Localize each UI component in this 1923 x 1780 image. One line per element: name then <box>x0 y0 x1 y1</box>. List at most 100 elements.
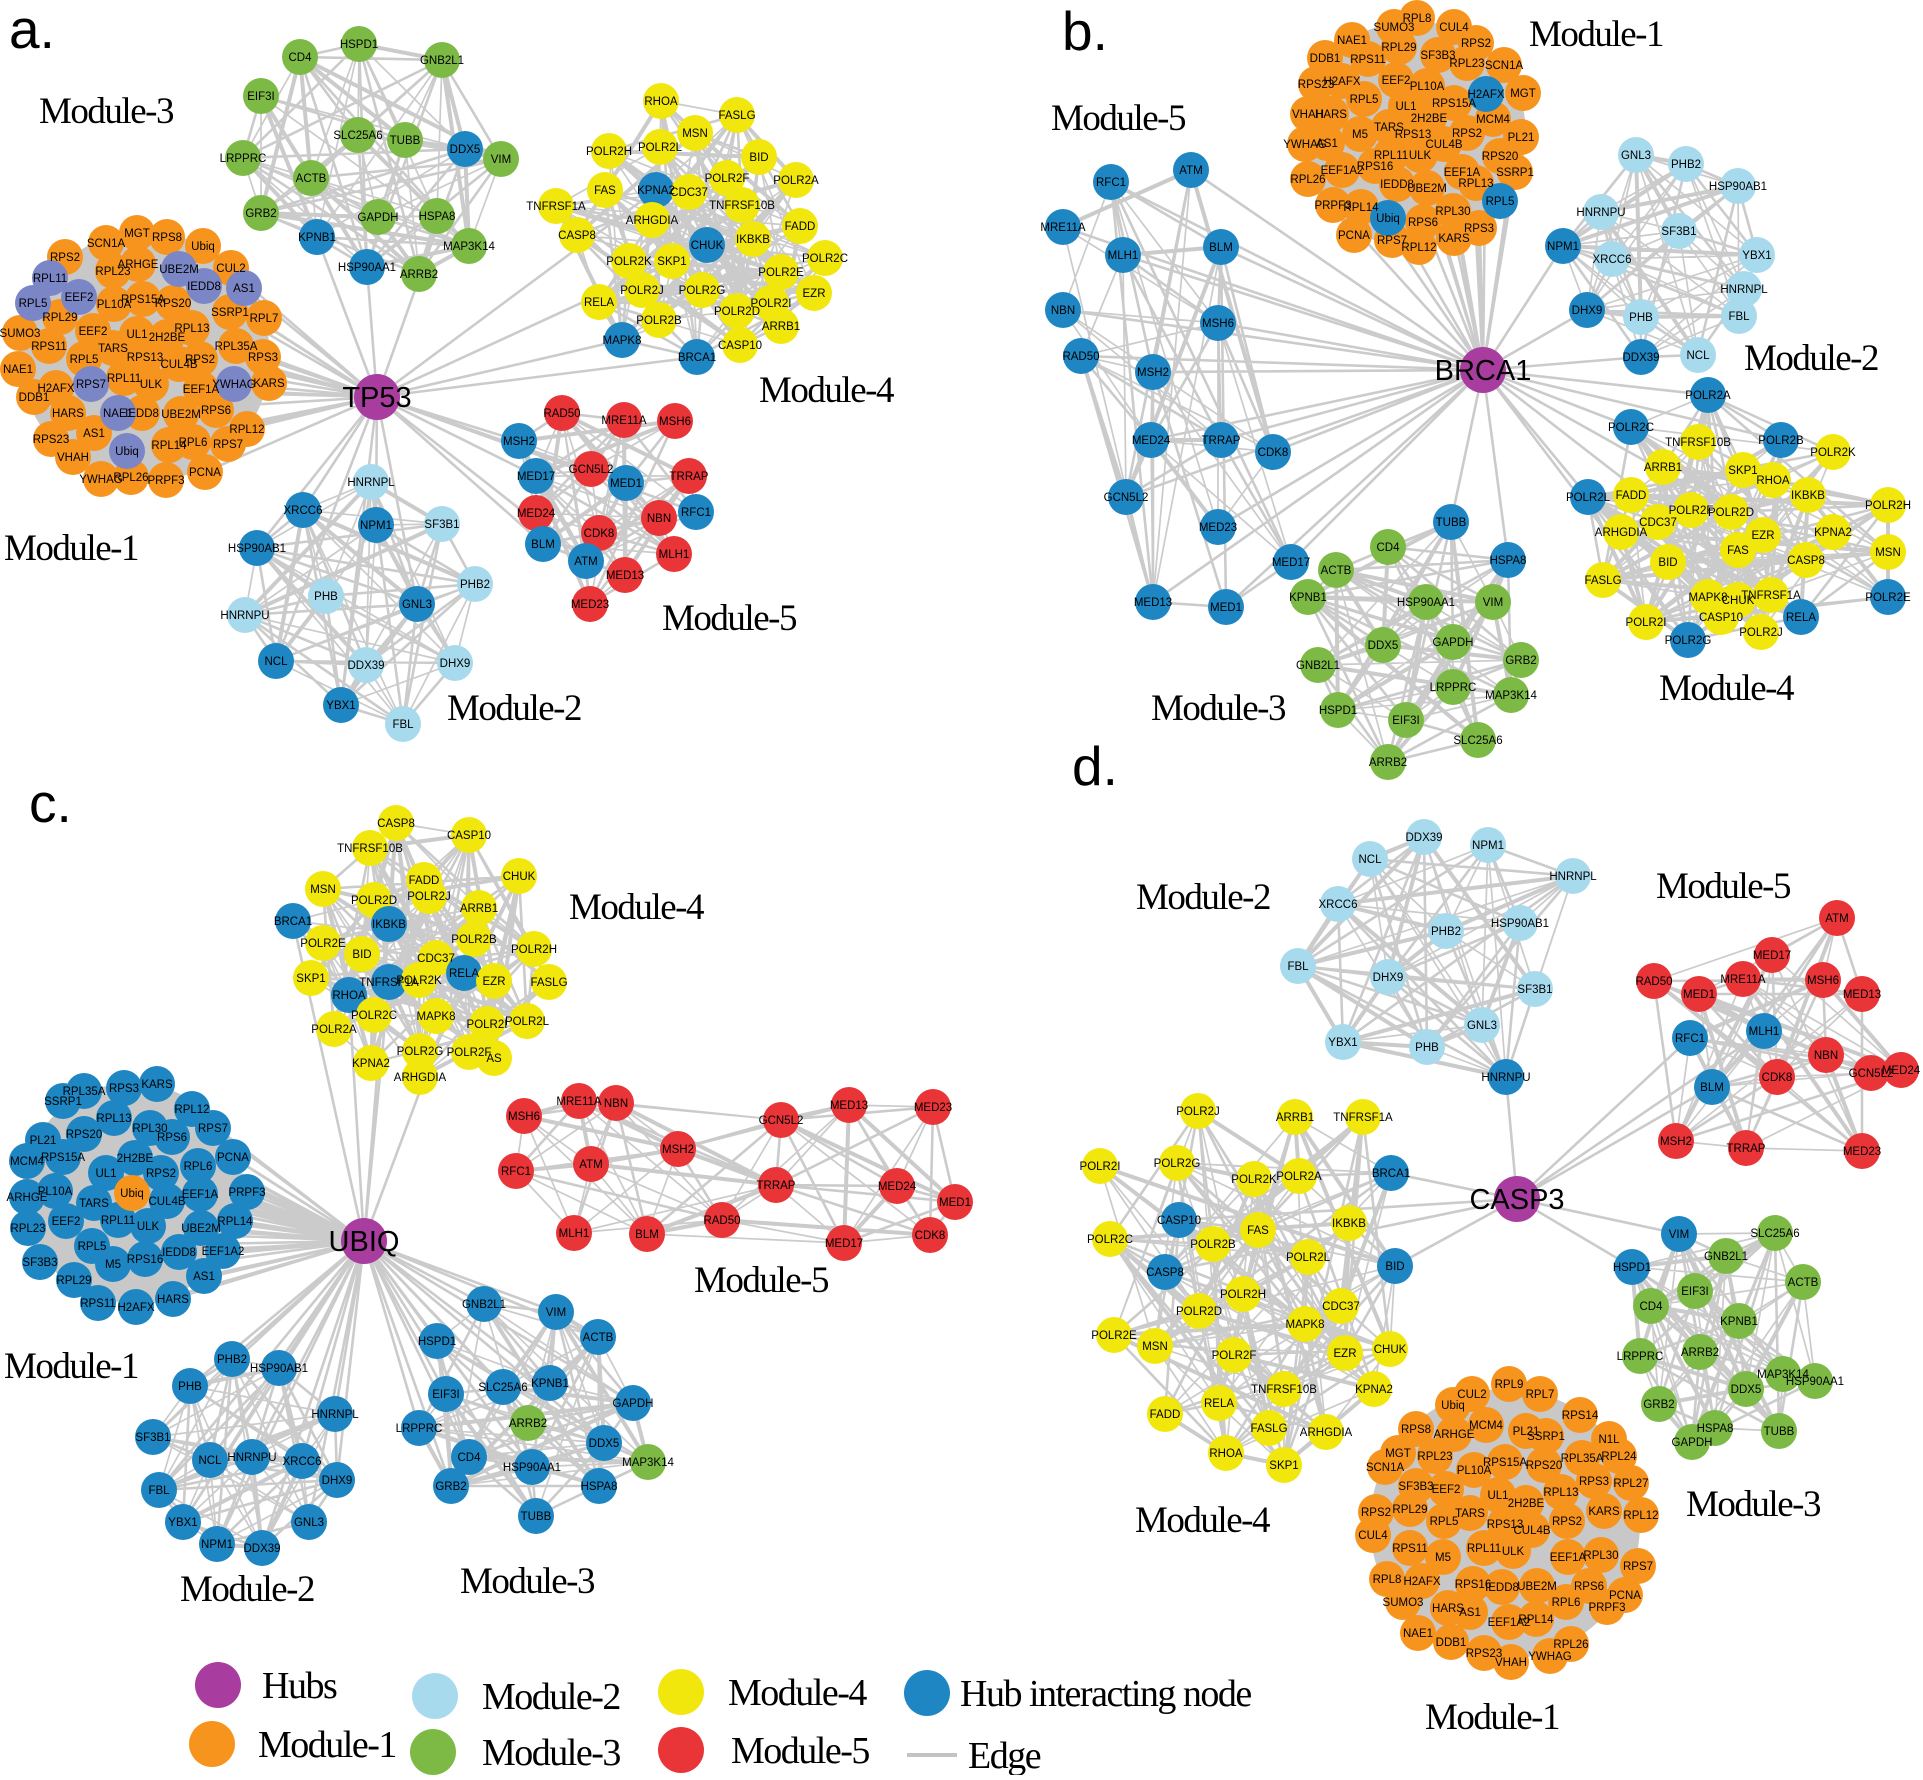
svg-text:2H2BE: 2H2BE <box>1411 113 1448 125</box>
svg-text:BID: BID <box>1658 557 1677 569</box>
svg-text:RPL29: RPL29 <box>1392 1504 1427 1516</box>
svg-text:MED13: MED13 <box>606 570 644 582</box>
svg-text:H2AFX: H2AFX <box>1323 76 1360 88</box>
svg-text:NAE1: NAE1 <box>103 408 133 420</box>
svg-text:FBL: FBL <box>148 1485 170 1497</box>
svg-text:EEF1A: EEF1A <box>183 384 220 396</box>
svg-text:MED17: MED17 <box>517 471 555 483</box>
svg-text:CASP8: CASP8 <box>1146 1267 1184 1279</box>
svg-text:CHUK: CHUK <box>1374 1344 1407 1356</box>
svg-text:RPL7: RPL7 <box>1526 1389 1555 1401</box>
svg-text:Module-5: Module-5 <box>731 1730 869 1772</box>
svg-text:SLC25A6: SLC25A6 <box>1453 735 1502 747</box>
svg-text:POLR2I: POLR2I <box>1626 617 1667 629</box>
svg-text:RPS13: RPS13 <box>1487 1519 1523 1531</box>
svg-text:TP53: TP53 <box>342 382 411 414</box>
svg-text:AS1: AS1 <box>83 428 105 440</box>
svg-text:RPS7: RPS7 <box>1623 1561 1653 1573</box>
svg-text:PL10A: PL10A <box>97 299 132 311</box>
svg-text:GNB2L1: GNB2L1 <box>1704 1251 1748 1263</box>
svg-text:EIF3I: EIF3I <box>432 1389 459 1401</box>
svg-text:RPS2: RPS2 <box>1461 38 1491 50</box>
svg-text:GCN5L2: GCN5L2 <box>1849 1068 1894 1080</box>
svg-text:DDX39: DDX39 <box>1622 352 1659 364</box>
svg-text:Module-1: Module-1 <box>258 1724 396 1766</box>
svg-text:ATM: ATM <box>1825 913 1848 925</box>
svg-text:RPL14: RPL14 <box>1343 202 1379 214</box>
svg-text:YWHAG: YWHAG <box>212 379 256 391</box>
svg-text:CASP8: CASP8 <box>377 818 415 830</box>
svg-text:NCL: NCL <box>1358 854 1382 866</box>
svg-text:PHB2: PHB2 <box>460 579 490 591</box>
svg-text:RPS20: RPS20 <box>66 1129 102 1141</box>
svg-text:Module-1: Module-1 <box>4 1346 138 1387</box>
svg-text:DDX5: DDX5 <box>450 144 481 156</box>
svg-text:DHX9: DHX9 <box>1572 305 1603 317</box>
svg-text:RPL6: RPL6 <box>1552 1597 1581 1609</box>
svg-text:RPS2: RPS2 <box>1552 1516 1582 1528</box>
svg-text:YBX1: YBX1 <box>326 700 355 712</box>
svg-text:VHAH: VHAH <box>57 452 89 464</box>
svg-text:ARRB2: ARRB2 <box>1681 1347 1719 1359</box>
svg-text:ULK: ULK <box>1502 1546 1525 1558</box>
svg-text:Module-5: Module-5 <box>662 598 797 639</box>
svg-text:POLR2C: POLR2C <box>1608 422 1654 434</box>
svg-text:MAP3K14: MAP3K14 <box>1485 690 1537 702</box>
svg-text:IEDD8: IEDD8 <box>1485 1582 1519 1594</box>
svg-text:UBE2M: UBE2M <box>181 1223 221 1235</box>
svg-text:KARS: KARS <box>1438 233 1470 245</box>
svg-text:UL1: UL1 <box>1487 1490 1508 1502</box>
svg-text:RPS7: RPS7 <box>198 1123 228 1135</box>
svg-text:BLM: BLM <box>635 1229 659 1241</box>
svg-text:FADD: FADD <box>785 221 816 233</box>
svg-text:UBE2M: UBE2M <box>161 409 201 421</box>
svg-text:RPS11: RPS11 <box>1350 54 1386 66</box>
svg-text:MSN: MSN <box>1875 547 1901 559</box>
svg-text:EEF1A: EEF1A <box>1550 1552 1587 1564</box>
svg-text:VIM: VIM <box>491 154 511 166</box>
svg-text:RAD50: RAD50 <box>703 1215 740 1227</box>
svg-text:GNB2L1: GNB2L1 <box>462 1299 506 1311</box>
svg-text:POLR2I: POLR2I <box>467 1019 508 1031</box>
svg-text:TNFRSF1A: TNFRSF1A <box>359 977 419 989</box>
svg-text:PCNA: PCNA <box>217 1152 249 1164</box>
svg-text:HNRNPL: HNRNPL <box>1549 871 1597 883</box>
svg-text:NAE1: NAE1 <box>1403 1628 1433 1640</box>
svg-text:HNRNPU: HNRNPU <box>220 610 269 622</box>
svg-text:RPS13: RPS13 <box>127 352 163 364</box>
svg-text:CDK8: CDK8 <box>1762 1072 1793 1084</box>
svg-text:RPL27: RPL27 <box>1613 1478 1648 1490</box>
svg-text:CDC37: CDC37 <box>1639 517 1677 529</box>
svg-text:HSPA8: HSPA8 <box>419 211 456 223</box>
svg-text:RPS16: RPS16 <box>127 1254 163 1266</box>
svg-text:TARS: TARS <box>1374 122 1404 134</box>
svg-text:KPNB1: KPNB1 <box>298 232 336 244</box>
svg-text:GNL3: GNL3 <box>1467 1020 1497 1032</box>
svg-text:VHAH: VHAH <box>1495 1657 1527 1669</box>
svg-text:HSP90AB1: HSP90AB1 <box>250 1363 308 1375</box>
svg-text:PCNA: PCNA <box>1338 230 1370 242</box>
svg-text:EEF1A: EEF1A <box>1444 167 1481 179</box>
svg-text:PHB: PHB <box>314 591 338 603</box>
svg-text:RPS20: RPS20 <box>1482 151 1518 163</box>
svg-text:CHUK: CHUK <box>691 240 724 252</box>
svg-text:KPNA2: KPNA2 <box>352 1058 390 1070</box>
svg-text:RPL14: RPL14 <box>217 1216 253 1228</box>
svg-text:POLR2G: POLR2G <box>397 1046 444 1058</box>
svg-text:TNFRSF10B: TNFRSF10B <box>709 200 775 212</box>
svg-text:POLR2D: POLR2D <box>1708 507 1754 519</box>
svg-text:RPS3: RPS3 <box>1579 1476 1609 1488</box>
svg-text:CDC37: CDC37 <box>670 187 708 199</box>
svg-text:RPS7: RPS7 <box>213 439 243 451</box>
svg-text:POLR2D: POLR2D <box>351 895 397 907</box>
svg-text:RPL26: RPL26 <box>113 472 148 484</box>
svg-text:POLR2C: POLR2C <box>1087 1234 1133 1246</box>
svg-text:RPL11: RPL11 <box>101 1215 135 1227</box>
svg-text:MED23: MED23 <box>1843 1146 1881 1158</box>
svg-text:XRCC6: XRCC6 <box>1593 254 1632 266</box>
svg-text:POLR2J: POLR2J <box>407 891 450 903</box>
svg-text:KARS: KARS <box>253 378 285 390</box>
svg-text:BID: BID <box>749 152 768 164</box>
svg-text:HSP90AA1: HSP90AA1 <box>338 262 396 274</box>
svg-text:RPS6: RPS6 <box>157 1132 187 1144</box>
